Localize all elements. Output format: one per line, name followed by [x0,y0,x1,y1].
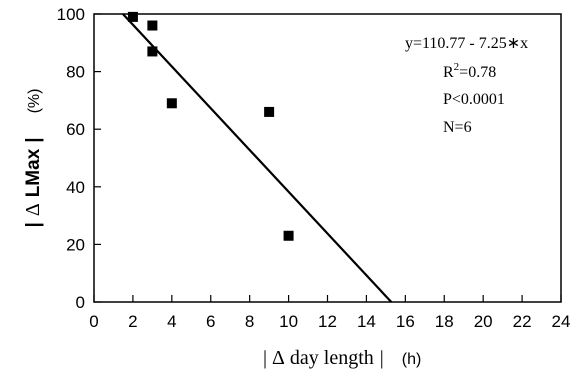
r-squared-symbol: R [443,64,454,81]
data-point [283,230,294,241]
data-point [264,106,275,117]
y-tick-label: 20 [66,235,85,254]
data-point [147,46,158,57]
x-tick-label: 10 [279,312,298,331]
x-tick-label: 6 [206,312,215,331]
x-label-bar-right: | [380,347,384,369]
y-label-delta: Δ [22,203,44,216]
p-value: P<0.0001 [443,91,505,108]
regression-equation: y=110.77 - 7.25∗x [405,35,528,52]
marks-layer [122,11,393,303]
r-squared-superscript: 2 [454,61,460,73]
x-label-bar-left: | [263,347,267,369]
y-tick-label: 60 [66,120,85,139]
y-tick-label: 0 [76,293,85,312]
x-tick-label: 20 [474,312,493,331]
x-label-delta: Δ [272,347,285,369]
x-tick-label: 24 [552,312,571,331]
svg-text:|ΔLMax|(%): | Δ LMax | (%) [22,89,44,228]
r-squared-value: =0.78 [459,64,496,81]
x-label-unit: (h) [402,351,422,368]
y-tick-label: 80 [66,63,85,82]
x-tick-label: 4 [167,312,176,331]
x-tick-label: 0 [89,312,98,331]
x-tick-label: 18 [435,312,454,331]
y-tick-label: 100 [57,5,85,24]
x-tick-label: 14 [357,312,376,331]
x-tick-label: 16 [396,312,415,331]
data-point [127,11,138,22]
x-label-text: day length [290,347,374,369]
n-count: N=6 [443,119,472,136]
y-tick-label: 40 [66,178,85,197]
y-label-bar-left: | [23,222,44,227]
r-squared: R2=0.78 [443,61,496,81]
data-point [166,98,177,109]
x-tick-label: 12 [318,312,337,331]
data-point [147,20,158,31]
y-label-text: LMax [23,148,44,197]
y-label-unit: (%) [26,89,43,114]
x-tick-label: 2 [128,312,137,331]
x-tick-label: 8 [245,312,254,331]
y-label-bar-right: | [23,137,44,142]
plot-frame [93,13,562,303]
x-tick-label: 22 [513,312,532,331]
regression-line [122,13,393,303]
y-axis-label: | Δ LMax | (%) [22,89,44,228]
